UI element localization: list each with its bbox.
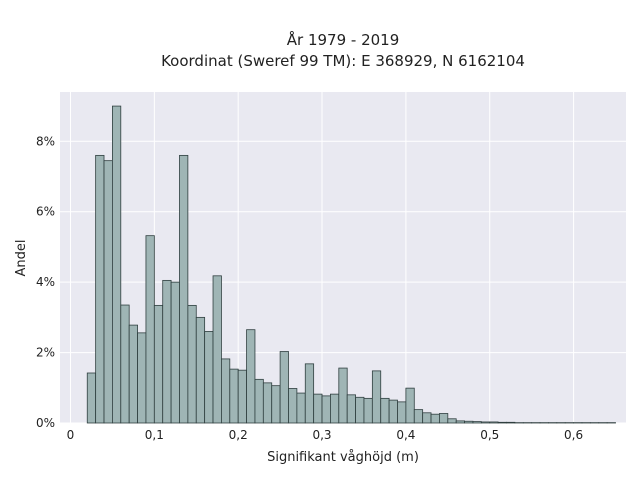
- histogram-bar-14: [204, 331, 214, 424]
- histogram-bar-1: [95, 154, 105, 424]
- histogram-bar-48: [489, 421, 499, 424]
- y-tick-label-3: 6%: [36, 205, 55, 219]
- histogram-bar-4: [120, 304, 130, 424]
- histogram-bar-7: [145, 235, 155, 424]
- histogram-bar-18: [237, 369, 247, 424]
- histogram-bar-44: [455, 420, 465, 424]
- y-axis-label: Andel: [14, 240, 29, 277]
- histogram-bar-8: [153, 304, 164, 424]
- histogram-bar-21: [262, 382, 273, 424]
- histogram-bar-33: [363, 397, 373, 424]
- histogram-bar-31: [346, 394, 356, 424]
- histogram-bar-42: [439, 413, 449, 424]
- histogram-bar-19: [246, 329, 256, 424]
- histogram-bar-29: [330, 393, 340, 424]
- histogram-bar-6: [137, 332, 147, 424]
- histogram-bar-24: [288, 388, 298, 424]
- histogram-bar-35: [380, 397, 390, 424]
- histogram-bars: [86, 105, 616, 424]
- x-tick-label-4: 0,4: [396, 428, 415, 442]
- y-axis-ticks: 0% 2% 4% 6% 8%: [36, 134, 55, 430]
- x-tick-label-5: 0,5: [480, 428, 499, 442]
- x-axis-ticks: 0 0,1 0,2 0,3 0,4 0,5 0,6: [67, 428, 583, 442]
- x-tick-label-0: 0: [67, 428, 75, 442]
- histogram-bar-11: [179, 154, 189, 424]
- histogram-bar-50: [506, 421, 516, 424]
- histogram-bar-45: [464, 420, 474, 424]
- x-axis-label: Signifikant våghöjd (m): [267, 450, 419, 465]
- histogram-bar-5: [128, 324, 138, 424]
- y-tick-label-0: 0%: [36, 416, 55, 430]
- histogram-bar-2: [103, 160, 113, 424]
- histogram-bar-43: [447, 418, 457, 424]
- histogram-bar-13: [195, 316, 206, 424]
- histogram-bar-40: [422, 412, 432, 424]
- x-tick-label-6: 0,6: [564, 428, 583, 442]
- histogram-bar-34: [371, 370, 382, 424]
- y-tick-label-4: 8%: [36, 134, 55, 148]
- chart-title-line-2: Koordinat (Sweref 99 TM): E 368929, N 61…: [161, 52, 525, 70]
- histogram-bar-49: [497, 421, 507, 424]
- x-tick-label-2: 0,2: [229, 428, 248, 442]
- histogram-bar-41: [430, 413, 440, 424]
- histogram-bar-16: [221, 358, 231, 424]
- histogram-bar-36: [388, 399, 398, 424]
- chart-title-line-1: År 1979 - 2019: [287, 30, 400, 49]
- y-tick-label-2: 4%: [36, 275, 55, 289]
- y-tick-label-1: 2%: [36, 346, 55, 360]
- histogram-bar-28: [321, 395, 331, 424]
- histogram-bar-9: [162, 279, 172, 424]
- histogram-bar-20: [254, 378, 264, 424]
- histogram-bar-47: [480, 421, 491, 424]
- histogram-bar-12: [187, 304, 197, 424]
- histogram-bar-3: [112, 105, 122, 424]
- histogram-bar-17: [229, 368, 239, 424]
- histogram-bar-0: [86, 372, 97, 424]
- histogram-bar-10: [170, 281, 180, 424]
- histogram-bar-22: [271, 385, 281, 424]
- histogram-bar-38: [405, 387, 415, 424]
- histogram-bar-39: [413, 409, 424, 424]
- histogram-bar-32: [355, 396, 365, 424]
- x-tick-label-1: 0,1: [145, 428, 164, 442]
- x-tick-label-3: 0,3: [312, 428, 331, 442]
- histogram-bar-27: [313, 393, 323, 424]
- histogram-bar-30: [338, 367, 348, 424]
- histogram-bar-15: [212, 275, 222, 424]
- histogram-bar-26: [304, 363, 315, 424]
- histogram-bar-23: [279, 351, 289, 424]
- histogram-bar-46: [472, 421, 482, 424]
- histogram-bar-25: [296, 392, 306, 424]
- histogram-bar-37: [397, 401, 407, 424]
